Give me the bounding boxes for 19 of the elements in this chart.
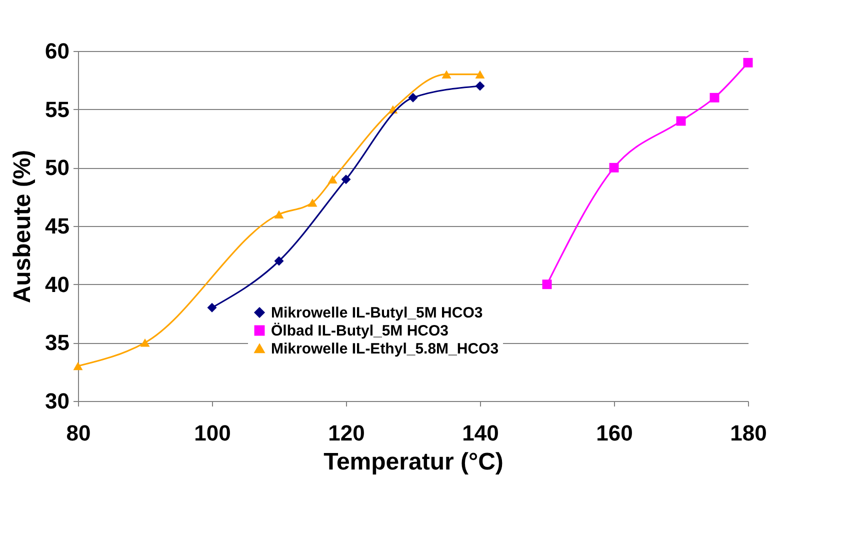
- y-tick-label: 45: [45, 214, 70, 238]
- y-tick-label: 50: [45, 155, 70, 180]
- x-tick-label: 160: [596, 420, 633, 446]
- x-tick-label: 140: [462, 420, 499, 446]
- legend-label: Mikrowelle IL-Butyl_5M HCO3: [271, 304, 483, 322]
- legend-label: Ölbad IL-Butyl_5M HCO3: [271, 322, 449, 340]
- y-tick-label: 35: [45, 330, 70, 356]
- legend-label: Mikrowelle IL-Ethyl_5.8M_HCO3: [271, 340, 499, 358]
- y-tick-label: 55: [45, 96, 70, 122]
- x-tick-label: 180: [730, 420, 767, 446]
- y-tick-label: 30: [45, 388, 70, 414]
- x-tick-label: 120: [328, 420, 365, 446]
- x-tick-label: 100: [194, 420, 231, 446]
- x-axis-title: Temperatur (°C): [324, 448, 504, 476]
- y-tick-label: 40: [45, 272, 70, 297]
- x-tick-label: 80: [66, 420, 91, 446]
- y-axis-title: Ausbeute (%): [9, 150, 36, 304]
- point: [475, 70, 485, 78]
- y-tick-label: 60: [45, 38, 70, 64]
